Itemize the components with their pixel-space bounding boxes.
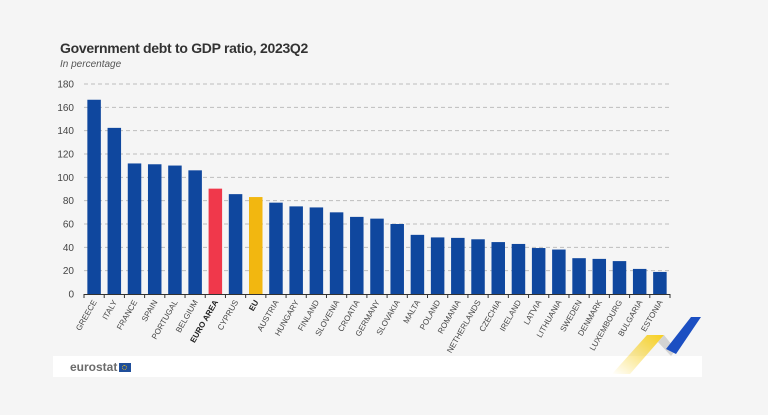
bar-belgium [188,170,202,294]
x-tick-label: EU [247,298,260,312]
y-tick-label: 20 [63,266,75,277]
x-tick-label: SPAIN [140,298,160,323]
y-tick-label: 120 [57,150,74,161]
bar-bulgaria [632,268,647,294]
chart-title: Government debt to GDP ratio, 2023Q2 [60,40,309,56]
x-tick-label: MALTA [402,298,423,325]
bar-poland [430,237,445,294]
bar-sweden [572,258,586,294]
y-axis-ticks: 0 20 40 60 80 100 120 140 160 180 [57,80,74,301]
bar-denmark [592,258,607,294]
bar-czechia [491,242,505,294]
y-tick-label: 100 [57,173,74,184]
x-axis [83,294,671,298]
bar-slovakia [390,224,404,294]
decorative-ribbon-icon [612,317,701,374]
y-tick-label: 180 [57,80,74,91]
x-tick-label: ITALY [101,298,120,321]
y-tick-label: 0 [68,290,74,301]
brand-name: eurostat [70,360,118,374]
bar-hungary [289,206,303,294]
ribbon-blue [666,317,701,354]
ribbon-yellow [612,335,664,374]
bar-italy [107,127,122,294]
bar-euro-area [208,188,223,294]
bar-greece [87,99,101,294]
y-tick-label: 80 [63,196,75,207]
bar-finland [309,207,324,294]
bar-estonia [653,271,667,294]
x-tick-label: GREECE [74,299,99,333]
bar-germany [370,218,384,294]
bar-lithuania [552,249,566,294]
eu-flag-icon [119,362,132,372]
y-tick-label: 140 [57,126,74,137]
bar-chart: 0 20 40 60 80 100 120 140 160 180 GREECE ITALYFRAN… [57,80,671,355]
bar-portugal [168,165,182,294]
x-tick-label: LATVIA [522,298,544,326]
bar-latvia [531,248,546,294]
bar-eu [249,197,263,294]
eurostat-logo: eurostat [70,360,132,374]
bar-france [127,163,142,294]
bar-croatia [350,216,364,294]
bar-romania [451,237,465,294]
y-tick-label: 60 [63,220,75,231]
bar-ireland [511,243,526,294]
bar-slovenia [329,212,344,294]
y-tick-label: 40 [63,243,75,254]
chart-subtitle: In percentage [60,59,122,70]
bar-spain [147,164,162,294]
bar-austria [269,202,283,294]
bar-luxembourg [612,261,627,294]
bar-netherlands [471,239,485,294]
y-tick-label: 160 [57,103,74,114]
bar-malta [410,234,425,294]
bar-cyprus [228,194,243,294]
bars [87,99,667,294]
footer-band [53,356,702,377]
